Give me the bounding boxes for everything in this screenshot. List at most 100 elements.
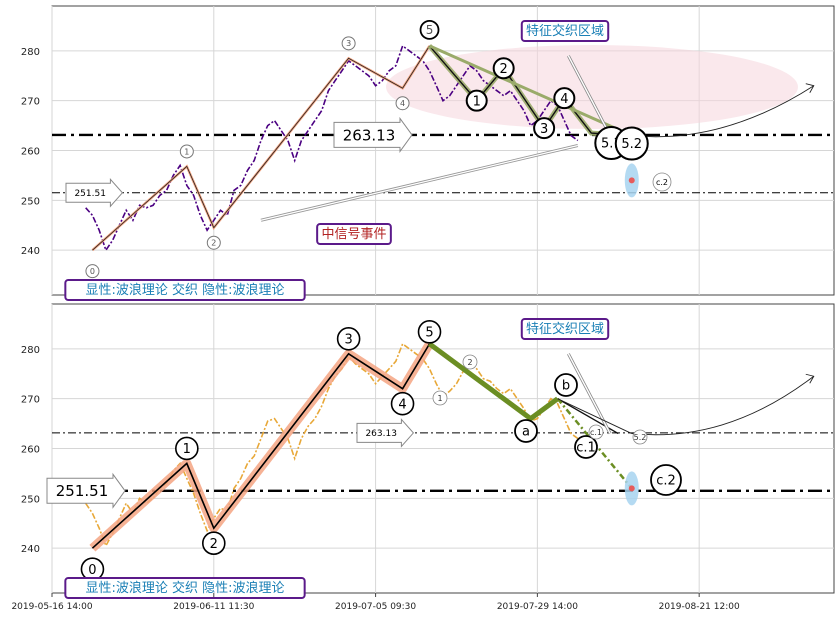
wave-label-circle — [492, 57, 515, 80]
wave-label-circle — [206, 235, 221, 250]
wave-label-text: 1 — [183, 442, 191, 457]
y-tick-label: 250 — [21, 494, 40, 505]
small-wave-label: 2 — [467, 358, 472, 367]
framed-label-text: 显性:波浪理论 交织 隐性:波浪理论 — [85, 282, 284, 298]
hline-value-label: 251.51 — [56, 482, 109, 500]
wave-label-circle — [341, 36, 356, 51]
small-wave-label: c.2 — [656, 178, 668, 187]
wave-label-circle — [533, 117, 556, 140]
hline-arrow-tag — [333, 116, 413, 153]
wave-label-circle — [201, 531, 226, 556]
corrective-wave-band — [428, 341, 560, 422]
wave-label-text: 3 — [540, 122, 548, 137]
small-wave-circle — [632, 429, 648, 445]
wave-label-circle — [417, 320, 442, 344]
y-tick-label: 240 — [21, 246, 40, 257]
wave-label-text: 0 — [88, 563, 96, 578]
wave-label-circle — [554, 373, 578, 397]
y-tick-label: 280 — [21, 47, 40, 58]
small-wave-circle — [588, 424, 604, 440]
wave-label-circle — [514, 419, 538, 443]
wave-label-circle — [650, 464, 682, 496]
price-series-line — [85, 44, 579, 252]
wave-label-text: 2 — [500, 62, 508, 77]
hline-value-label: 251.51 — [74, 189, 106, 199]
x-tick-label: 2019-08-21 12:00 — [659, 602, 740, 612]
hline-value-label: 263.13 — [343, 126, 396, 144]
zone-pointer-arrow-core — [567, 55, 611, 136]
feature-zone-ellipse — [386, 45, 798, 129]
wave-label-text: c.2 — [656, 474, 676, 489]
wave-label-circle — [395, 96, 410, 111]
event-pointer-arrow-core — [260, 144, 578, 221]
wave-label-text: a — [522, 425, 530, 440]
framed-label-text: 特征交织区域 — [526, 23, 604, 39]
target-point — [628, 485, 635, 492]
wave-label-text: 1 — [473, 94, 481, 109]
wave-label-circle — [419, 19, 440, 40]
framed-label-box — [316, 223, 392, 245]
framed-label-box — [64, 279, 306, 301]
y-tick-label: 260 — [21, 445, 40, 456]
x-axis: 2019-05-16 14:00 2019-06-11 11:30 2019-07-… — [11, 593, 740, 612]
x-tick-label: 2019-05-16 14:00 — [11, 602, 92, 612]
wave-label-circle — [574, 435, 598, 459]
corrective-wave-trend — [428, 44, 633, 137]
wave-label-text: 0 — [90, 267, 95, 276]
projection-curve — [631, 85, 815, 138]
minor-wave-line — [557, 398, 632, 435]
wave-label-text: 1 — [184, 147, 189, 156]
wave-label-text: 5 — [426, 23, 434, 37]
wave-label-circle — [85, 264, 100, 279]
framed-label-box — [520, 20, 610, 42]
projection-arrowhead — [805, 83, 815, 93]
wave-label-circle — [465, 89, 488, 112]
impulse-wave-line — [91, 343, 431, 549]
y-tick-label: 270 — [21, 395, 40, 406]
y-tick-label: 260 — [21, 147, 40, 158]
hline-arrow-tag — [65, 177, 124, 208]
projection-arrowhead — [805, 373, 815, 384]
small-wave-circle — [652, 172, 672, 192]
bottom-panel: 240 250 260 270 280 0 1 2 3 4 5 b c.1 c.2 a 1 2 c.1 5.2 263… — [21, 303, 835, 599]
small-wave-label: c.1 — [590, 428, 602, 437]
hline-arrow-tag — [356, 418, 415, 448]
framed-label-text: 中信号事件 — [321, 227, 386, 242]
wave-label-circle — [390, 391, 415, 416]
wave-label-circle — [175, 436, 199, 461]
wave-label-text: 5.2 — [621, 137, 642, 152]
wave-label-text: 4 — [398, 397, 406, 412]
wave-label-text: 3 — [344, 333, 352, 348]
framed-label-box — [64, 577, 306, 599]
wave-label-text: b — [562, 379, 570, 394]
wave-label-text: 4 — [560, 92, 568, 107]
y-tick-label: 270 — [21, 97, 40, 108]
y-tick-label: 280 — [21, 345, 40, 356]
y-tick-label: 250 — [21, 196, 40, 207]
framed-label-box — [520, 318, 610, 340]
hline-arrow-tag — [46, 472, 126, 509]
wave-label-text: 2 — [211, 239, 216, 248]
y-tick-label: 240 — [21, 544, 40, 555]
framed-label-text: 显性:波浪理论 交织 隐性:波浪理论 — [85, 580, 284, 596]
wave-label-text: 4 — [400, 99, 405, 108]
price-series-line — [85, 342, 579, 548]
x-tick-label: 2019-06-11 11:30 — [173, 602, 254, 612]
wave-label-circle — [179, 144, 194, 159]
wave-label-text: 3 — [346, 39, 351, 48]
wave-label-circle — [336, 327, 361, 351]
wave-label-text: 5 — [425, 326, 433, 341]
small-wave-circle — [432, 390, 448, 406]
x-tick-label: 2019-07-05 09:30 — [335, 602, 416, 612]
impulse-wave-line — [92, 45, 430, 251]
wave-label-text: 2 — [210, 537, 218, 552]
target-point — [628, 177, 635, 184]
small-wave-circle — [462, 354, 478, 370]
framed-label-text: 特征交织区域 — [526, 321, 604, 337]
wave-label-text: c.1 — [576, 441, 596, 456]
small-wave-label: 5.2 — [634, 433, 647, 442]
wave-label-circle — [614, 126, 649, 161]
